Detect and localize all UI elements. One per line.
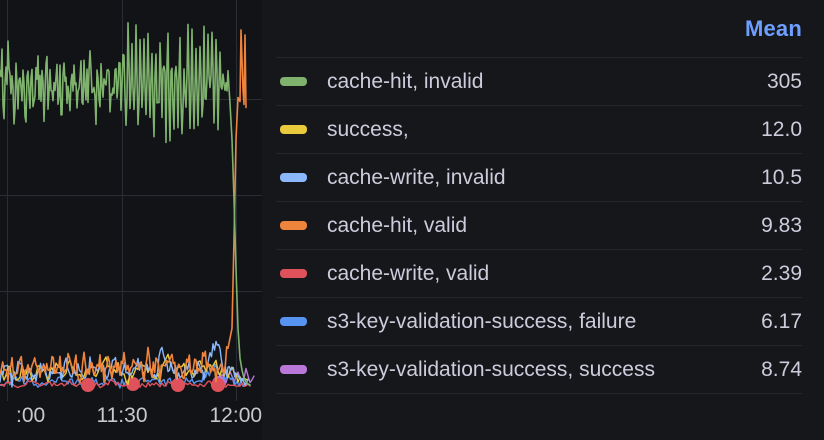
legend-series-label[interactable]: cache-hit, valid: [327, 213, 468, 237]
legend-series-label[interactable]: s3-key-validation-success, failure: [327, 309, 637, 333]
series-color-swatch-purple[interactable]: [280, 365, 307, 374]
chart-series-line: [0, 29, 247, 384]
legend-series-label[interactable]: cache-hit, invalid: [327, 69, 484, 93]
legend-row[interactable]: cache-hit, invalid 305: [276, 58, 802, 106]
series-color-swatch-orange[interactable]: [280, 221, 307, 230]
legend-series-mean-value: 305: [766, 69, 802, 93]
series-color-swatch-yellow[interactable]: [280, 125, 307, 134]
chart-data-point-marker[interactable]: [171, 378, 185, 393]
legend-row[interactable]: success, 12.0: [276, 106, 802, 154]
series-color-swatch-light-blue[interactable]: [280, 173, 307, 182]
legend-column-header-mean[interactable]: Mean: [744, 15, 802, 41]
legend-series-mean-value: 9.83: [761, 213, 802, 237]
chart-series-line: [0, 379, 251, 389]
legend-series-label[interactable]: cache-write, valid: [327, 261, 490, 285]
chart-x-axis: :00 11:30 12:00: [0, 396, 262, 440]
legend-row[interactable]: cache-write, valid 2.39: [276, 250, 802, 298]
x-axis-tick-label: :00: [16, 404, 46, 427]
x-axis-tick-mark: [122, 396, 123, 401]
legend-row[interactable]: s3-key-validation-success, success 8.74: [276, 346, 802, 394]
chart-plot-area[interactable]: :00 11:30 12:00: [0, 0, 262, 440]
chart-data-point-marker[interactable]: [211, 378, 225, 393]
legend-series-mean-value: 2.39: [761, 261, 802, 285]
legend-series-label[interactable]: s3-key-validation-success, success: [327, 357, 655, 381]
x-axis-tick-mark: [7, 396, 8, 401]
series-color-swatch-blue[interactable]: [280, 317, 307, 326]
chart-series-line: [0, 340, 249, 388]
series-color-swatch-green[interactable]: [280, 77, 307, 86]
x-axis-tick-label: 11:30: [96, 404, 148, 427]
x-axis-tick-mark: [236, 396, 237, 401]
chart-series-group: [0, 22, 255, 393]
legend-header-row: Mean: [276, 0, 802, 58]
chart-svg: [0, 0, 262, 396]
legend-row[interactable]: cache-write, invalid 10.5: [276, 154, 802, 202]
x-axis-tick-label: 12:00: [209, 404, 263, 427]
legend-series-label[interactable]: success,: [327, 117, 409, 141]
legend-series-mean-value: 12.0: [761, 117, 802, 141]
legend-row[interactable]: cache-hit, valid 9.83: [276, 202, 802, 250]
series-color-swatch-red[interactable]: [280, 269, 307, 278]
legend-series-mean-value: 10.5: [761, 165, 802, 189]
legend-series-mean-value: 8.74: [761, 357, 802, 381]
chart-data-point-marker[interactable]: [126, 377, 140, 392]
chart-legend[interactable]: Mean cache-hit, invalid 305 success, 12.0 ca…: [262, 0, 824, 440]
chart-canvas[interactable]: [0, 0, 262, 396]
legend-series-label[interactable]: cache-write, invalid: [327, 165, 506, 189]
legend-series-mean-value: 6.17: [761, 309, 802, 333]
legend-row[interactable]: s3-key-validation-success, failure 6.17: [276, 298, 802, 346]
chart-data-point-marker[interactable]: [81, 378, 95, 393]
chart-series-line: [0, 22, 251, 386]
legend-rows: cache-hit, invalid 305 success, 12.0 cache-w…: [276, 58, 802, 394]
